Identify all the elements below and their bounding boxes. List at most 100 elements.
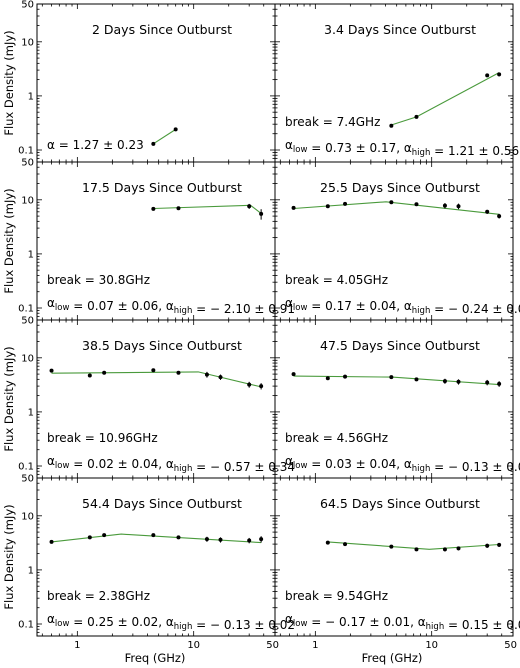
data-point xyxy=(343,542,348,547)
y-tick-label: 1 xyxy=(28,565,34,576)
data-point xyxy=(49,539,54,544)
y-tick-label: 0.1 xyxy=(18,461,34,472)
y-tick-label: 50 xyxy=(21,158,34,169)
y-tick-label: 0.1 xyxy=(18,619,34,630)
panel-6: 47.5 Days Since Outburst break = 4.56GHz α… xyxy=(274,319,520,479)
y-tick-label: 1 xyxy=(28,249,34,260)
data-point xyxy=(485,73,490,78)
data-point xyxy=(173,127,178,132)
panel-3: 0.1 1 10 50 Flux Density (mJy) 17.5 Days Sinc… xyxy=(2,158,295,321)
data-point xyxy=(325,376,330,381)
x-tick-label: 10 xyxy=(425,640,438,651)
x-tick-label: 50 xyxy=(266,640,279,651)
data-point xyxy=(176,535,181,540)
data-point xyxy=(497,381,502,386)
y-tick-label: 1 xyxy=(28,407,34,418)
panel-grid: 0.1 1 10 50 Flux Density (mJy) 2 Days Since O… xyxy=(2,0,520,651)
alpha-annotation: αlow = 0.03 ± 0.04, αhigh = − 0.13 ± 0.0… xyxy=(285,454,520,474)
y-tick-label: 0.1 xyxy=(18,145,34,156)
y-tick-label: 10 xyxy=(21,511,34,522)
y-tick-label: 0.1 xyxy=(18,303,34,314)
data-point xyxy=(87,373,92,378)
alpha-annotation: αlow = − 0.17 ± 0.01, αhigh = 0.15 ± 0.0… xyxy=(285,612,520,632)
break-annotation: break = 4.05GHz xyxy=(285,273,388,287)
x-axis-label-right: Freq (GHz) xyxy=(362,651,423,665)
data-point xyxy=(414,114,419,119)
fit-line xyxy=(327,541,500,550)
data-point xyxy=(151,533,156,538)
y-axis-label: Flux Density (mJy) xyxy=(2,346,16,451)
panel-title: 25.5 Days Since Outburst xyxy=(320,180,480,195)
data-point xyxy=(497,72,502,77)
x-axis-label-left: Freq (GHz) xyxy=(125,651,186,665)
data-point xyxy=(247,382,252,387)
panel-title: 17.5 Days Since Outburst xyxy=(82,180,242,195)
break-annotation: break = 4.56GHz xyxy=(285,431,388,445)
panel-title: 3.4 Days Since Outburst xyxy=(324,22,476,37)
y-axis-label: Flux Density (mJy) xyxy=(2,188,16,293)
data-point xyxy=(485,380,490,385)
data-point xyxy=(414,547,419,552)
alpha-annotation: αlow = 0.73 ± 0.17, αhigh = 1.21 ± 0.56 xyxy=(285,138,519,158)
data-point xyxy=(485,543,490,548)
data-point xyxy=(247,538,252,543)
break-annotation: break = 10.96GHz xyxy=(47,431,158,445)
break-annotation: break = 9.54GHz xyxy=(285,589,388,603)
fit-line xyxy=(153,128,176,145)
fit-line xyxy=(293,201,500,215)
data-point xyxy=(343,201,348,206)
y-tick-label: 10 xyxy=(21,353,34,364)
y-tick-label: 1 xyxy=(28,91,34,102)
data-point xyxy=(204,372,209,377)
data-point xyxy=(325,204,330,209)
data-point xyxy=(151,141,156,146)
alpha-annotation: αlow = 0.02 ± 0.04, αhigh = − 0.57 ± 0.3… xyxy=(47,454,295,474)
data-point xyxy=(389,375,394,380)
data-point xyxy=(247,204,252,209)
break-annotation: break = 2.38GHz xyxy=(47,589,150,603)
data-point xyxy=(343,374,348,379)
panel-title: 2 Days Since Outburst xyxy=(92,22,232,37)
break-annotation: break = 30.8GHz xyxy=(47,273,150,287)
data-point xyxy=(497,542,502,547)
break-annotation: break = 7.4GHz xyxy=(285,115,380,129)
data-point xyxy=(204,537,209,542)
panel-title: 38.5 Days Since Outburst xyxy=(82,338,242,353)
panel-4: 25.5 Days Since Outburst break = 4.05GHz α… xyxy=(274,161,520,321)
data-point xyxy=(414,377,419,382)
data-point xyxy=(456,546,461,551)
data-point xyxy=(218,537,223,542)
y-tick-label: 50 xyxy=(21,316,34,327)
x-tick-label: 1 xyxy=(312,640,318,651)
y-tick-label: 50 xyxy=(21,474,34,485)
x-tick-label: 1 xyxy=(74,640,80,651)
data-point xyxy=(442,379,447,384)
data-point xyxy=(259,384,264,389)
fit-line xyxy=(391,72,500,126)
alpha-annotation: αlow = 0.17 ± 0.04, αhigh = − 0.24 ± 0.0… xyxy=(285,296,520,316)
x-tick-label: 50 xyxy=(504,640,517,651)
alpha-annotation: α = 1.27 ± 0.23 xyxy=(47,138,144,152)
data-point xyxy=(151,368,156,373)
panel-frame xyxy=(274,477,514,637)
data-point xyxy=(389,200,394,205)
data-point xyxy=(218,375,223,380)
fit-line xyxy=(51,533,262,544)
data-point xyxy=(389,123,394,128)
fit-line xyxy=(153,204,262,214)
alpha-annotation: αlow = 0.25 ± 0.02, αhigh = − 0.13 ± 0.0… xyxy=(47,612,295,632)
panel-1: 0.1 1 10 50 Flux Density (mJy) 2 Days Since O… xyxy=(2,0,276,163)
panel-title: 64.5 Days Since Outburst xyxy=(320,496,480,511)
data-point xyxy=(49,368,54,373)
data-point xyxy=(414,202,419,207)
panel-8: 1 10 50 64.5 Days Since Outburst break = 9.5… xyxy=(274,477,520,651)
data-point xyxy=(325,540,330,545)
data-point xyxy=(442,547,447,552)
data-point xyxy=(291,205,296,210)
y-tick-label: 10 xyxy=(21,195,34,206)
data-point xyxy=(456,204,461,209)
data-point xyxy=(456,379,461,384)
data-point xyxy=(151,206,156,211)
y-tick-label: 50 xyxy=(21,0,34,11)
